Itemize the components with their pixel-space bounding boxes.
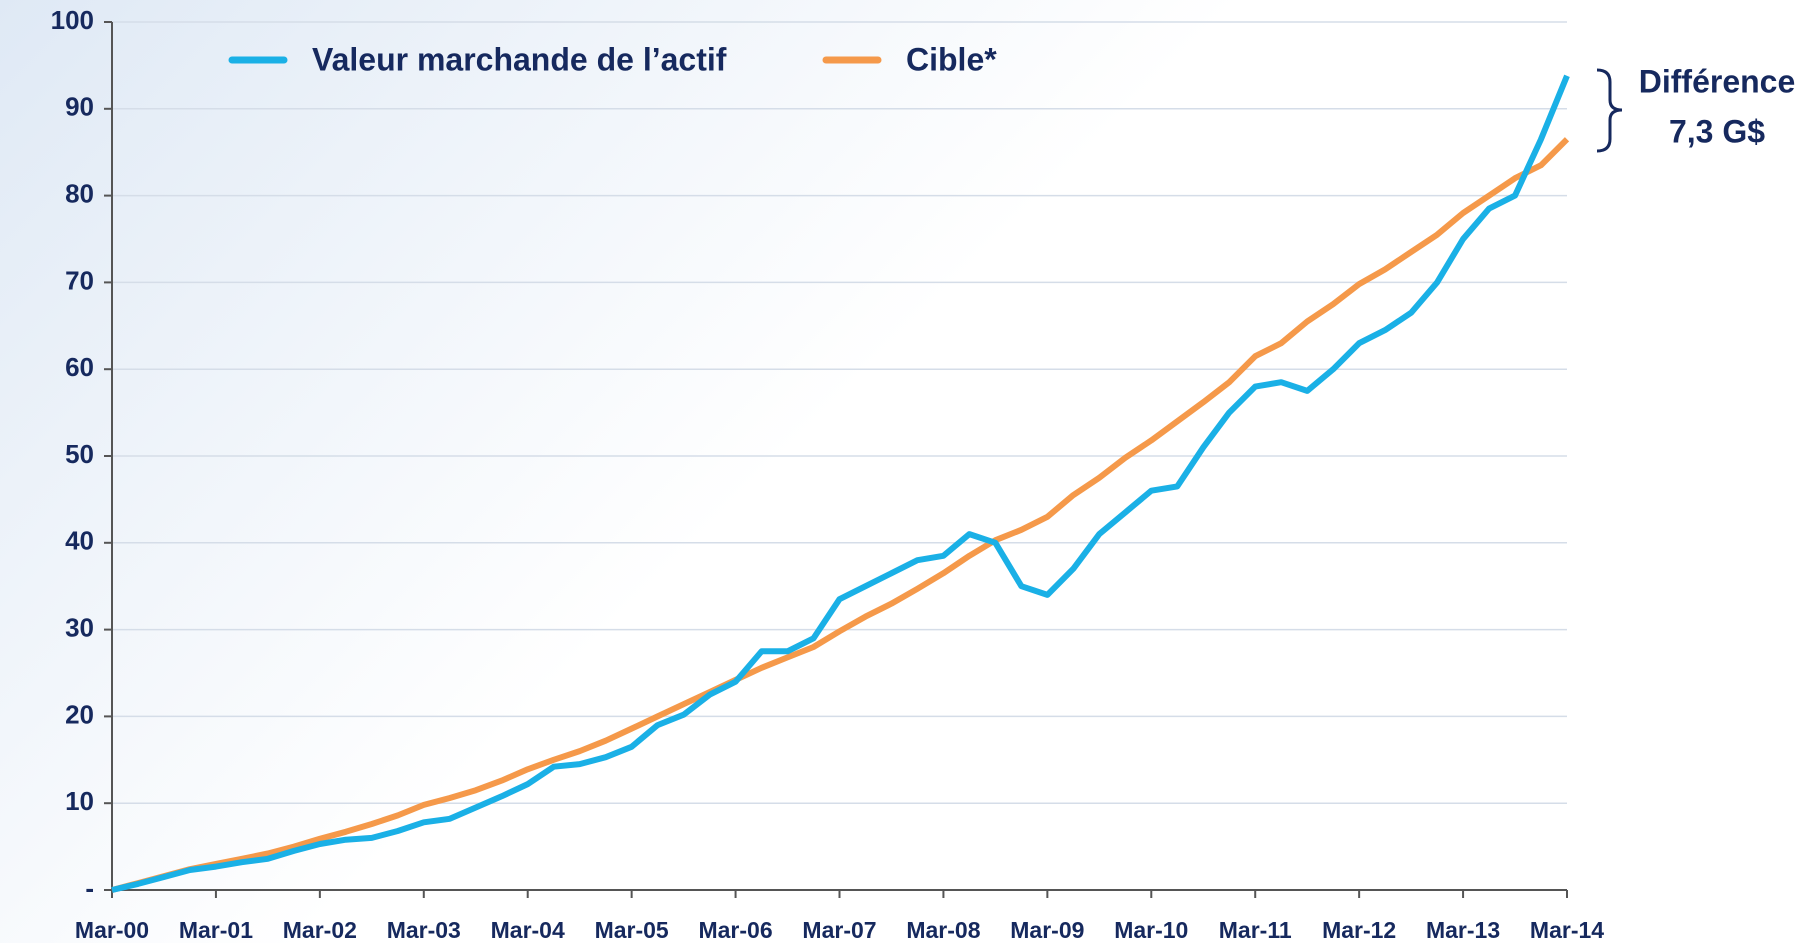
y-tick-label: 30 — [65, 612, 94, 642]
series-line — [111, 137, 1570, 893]
x-tick-label: Mar-09 — [1010, 917, 1084, 943]
y-tick-label: - — [85, 873, 94, 903]
x-tick-label: Mar-08 — [906, 917, 980, 943]
y-tick-label: 40 — [65, 526, 94, 556]
y-tick-label: 90 — [65, 92, 94, 122]
x-tick-label: Mar-05 — [595, 917, 669, 943]
x-tick-label: Mar-13 — [1426, 917, 1500, 943]
legend-label: Cible* — [906, 41, 997, 77]
x-tick-label: Mar-03 — [387, 917, 461, 943]
legend-label: Valeur marchande de l’actif — [312, 41, 727, 77]
x-tick-label: Mar-14 — [1530, 917, 1604, 943]
y-tick-label: 70 — [65, 265, 94, 295]
annotation: 7,3 G$ — [1669, 113, 1765, 149]
series-line — [111, 74, 1570, 893]
brace — [1596, 68, 1623, 153]
x-tick-label: Mar-02 — [283, 917, 357, 943]
y-tick-label: 50 — [65, 439, 94, 469]
y-tick-label: 10 — [65, 786, 94, 816]
x-tick-label: Mar-10 — [1114, 917, 1188, 943]
x-tick-label: Mar-00 — [75, 917, 149, 943]
x-tick-label: Mar-01 — [179, 917, 253, 943]
x-tick-label: Mar-11 — [1219, 917, 1292, 943]
x-tick-label: Mar-07 — [802, 917, 876, 943]
y-tick-label: 80 — [65, 178, 94, 208]
y-tick-label: 20 — [65, 699, 94, 729]
x-tick-label: Mar-06 — [698, 917, 772, 943]
annotation: Différence — [1639, 63, 1796, 99]
y-tick-label: 60 — [65, 352, 94, 382]
x-tick-label: Mar-12 — [1322, 917, 1396, 943]
y-tick-label: 100 — [51, 5, 94, 35]
x-tick-label: Mar-04 — [491, 917, 565, 943]
